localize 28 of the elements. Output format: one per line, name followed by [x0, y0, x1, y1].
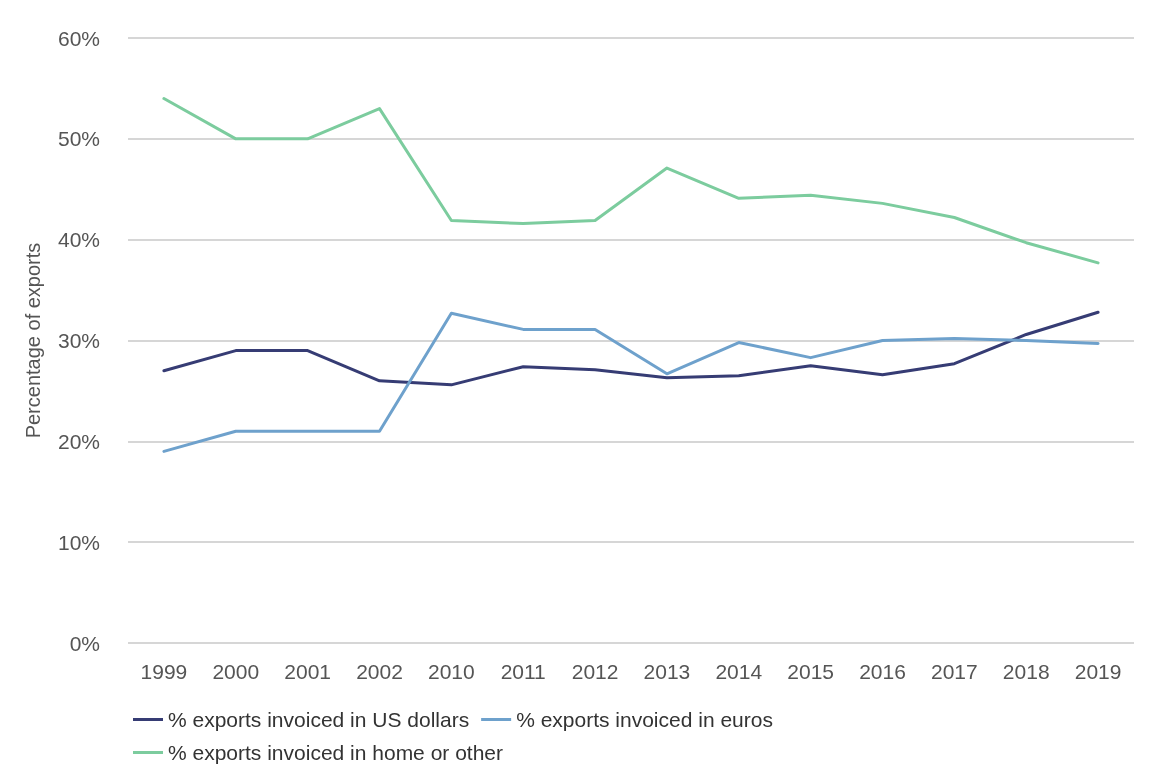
- legend-label: % exports invoiced in home or other: [168, 741, 504, 764]
- x-tick-label: 1999: [140, 660, 188, 683]
- line-series: [162, 310, 1100, 387]
- legend-label: % exports invoiced in euros: [516, 708, 773, 731]
- y-tick-label: 0%: [69, 631, 100, 655]
- x-tick-label: 2018: [1002, 660, 1050, 683]
- y-tick-label: 10%: [57, 530, 100, 554]
- line-series: [162, 97, 1100, 265]
- y-tick-label: 60%: [57, 26, 100, 50]
- x-tick-label: 2002: [356, 660, 403, 683]
- x-tick-label: 2000: [212, 660, 260, 683]
- line-series: [162, 311, 1100, 453]
- x-tick-label: 2016: [859, 660, 906, 683]
- x-tick-label: 2019: [1074, 660, 1122, 683]
- y-axis-title: Percentage of exports: [22, 242, 44, 439]
- x-tick-label: 2012: [571, 660, 619, 683]
- x-tick-label: 2014: [715, 660, 763, 683]
- x-tick-label: 2015: [787, 660, 834, 683]
- legend-label: % exports invoiced in US dollars: [168, 708, 470, 731]
- x-tick-label: 2013: [643, 660, 691, 683]
- y-tick-label: 20%: [57, 429, 100, 453]
- x-tick-label: 2017: [931, 660, 978, 683]
- y-tick-label: 30%: [57, 329, 100, 352]
- x-tick-label: 2010: [428, 660, 475, 683]
- y-tick-label: 50%: [57, 127, 100, 151]
- y-tick-label: 40%: [57, 228, 100, 252]
- x-tick-label: 2011: [500, 660, 546, 683]
- x-tick-label: 2001: [284, 660, 331, 683]
